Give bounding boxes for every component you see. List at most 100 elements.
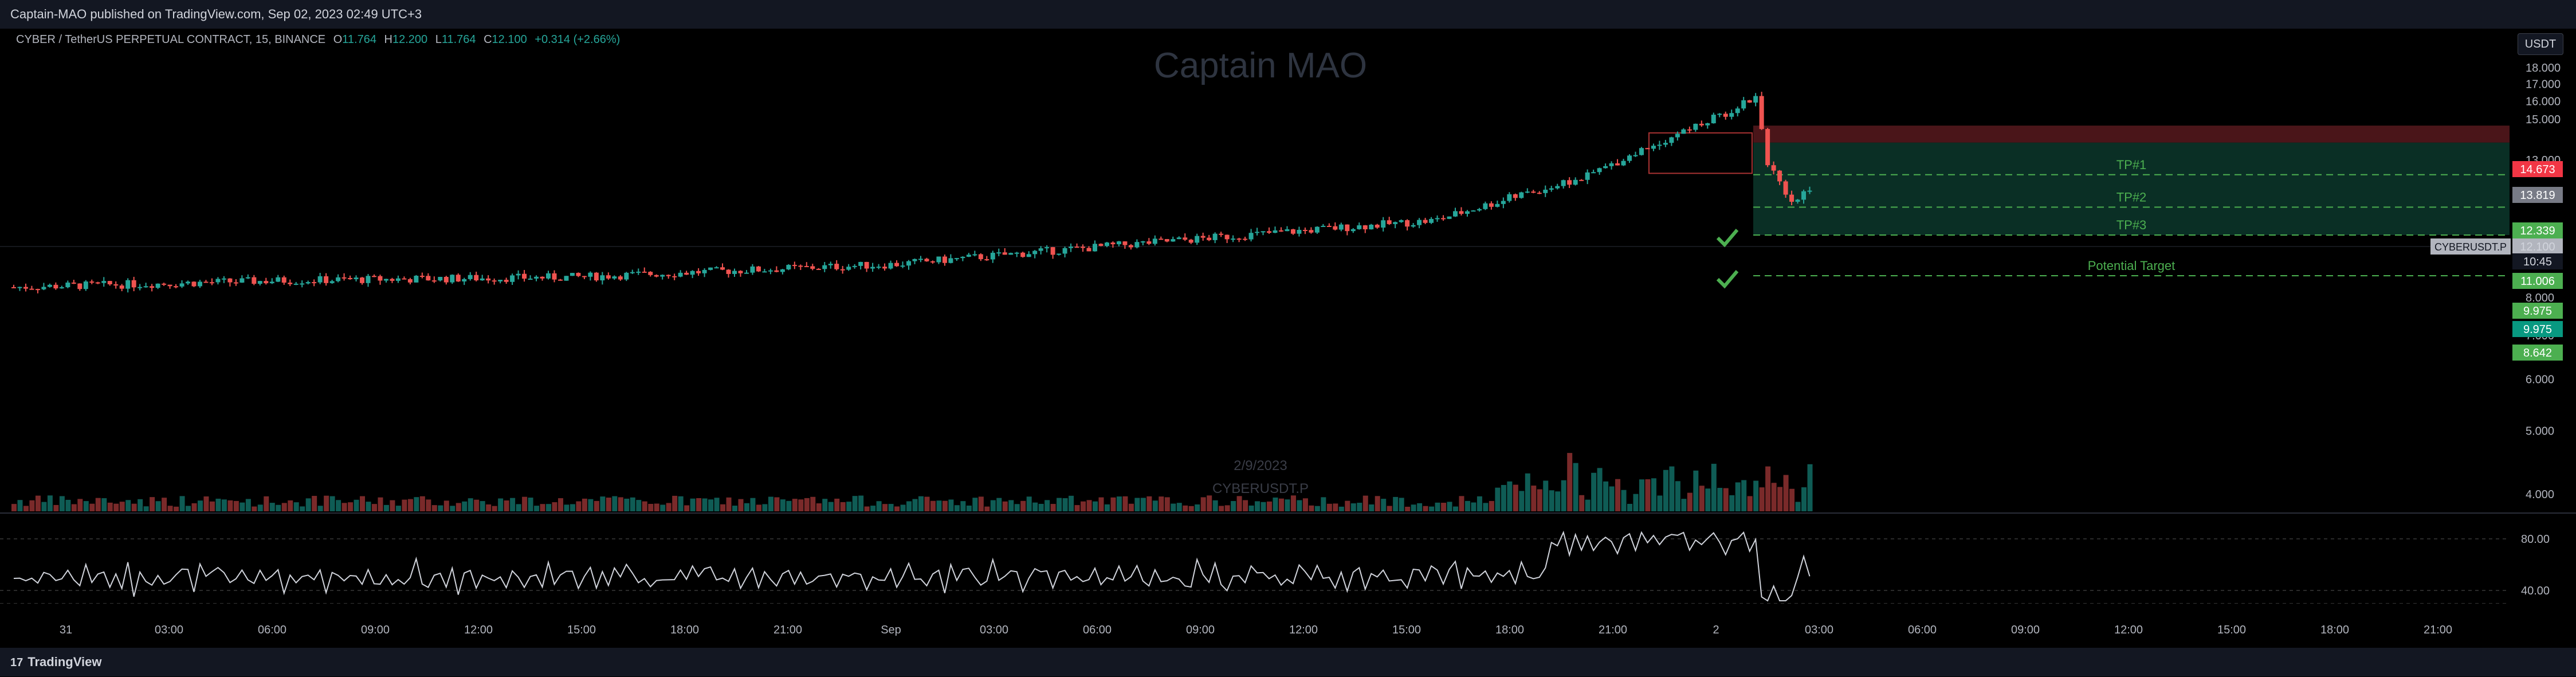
- x-tick-label: 21:00: [773, 624, 802, 636]
- candle-body: [726, 269, 731, 274]
- candle-body: [1561, 180, 1566, 186]
- volume-bar: [954, 505, 960, 511]
- candle-body: [378, 276, 383, 281]
- volume-bar: [1399, 498, 1404, 511]
- volume-bar: [1537, 489, 1542, 511]
- volume-bar: [245, 499, 251, 511]
- volume-bar: [966, 505, 972, 511]
- volume-bar: [654, 503, 659, 511]
- volume-bar: [528, 498, 533, 511]
- price-chart[interactable]: Captain MAO 2/9/2023 CYBERUSDT.P TP#1 TP#…: [0, 29, 2576, 648]
- volume-bar: [1789, 488, 1795, 511]
- candle-body: [546, 273, 551, 279]
- candle-body: [1093, 244, 1097, 252]
- candle-body: [798, 265, 803, 267]
- candle-body: [504, 280, 509, 282]
- candle-body: [162, 283, 167, 285]
- volume-bar: [293, 502, 299, 511]
- candle-body: [1537, 193, 1542, 194]
- price-tag-label: 9.975: [2523, 305, 2552, 318]
- volume-bar: [1525, 473, 1530, 511]
- volume-bar: [419, 496, 425, 511]
- volume-bar: [1795, 502, 1801, 511]
- volume-bar: [924, 496, 930, 511]
- volume-bar: [720, 504, 726, 511]
- volume-bar: [828, 502, 834, 511]
- x-tick-label: 12:00: [1289, 624, 1318, 636]
- volume-bar: [83, 501, 89, 511]
- candle-body: [1309, 230, 1314, 233]
- candle-body: [317, 276, 323, 283]
- volume-bar: [1681, 499, 1687, 511]
- volume-bar: [1663, 469, 1668, 511]
- candle-body: [552, 273, 557, 280]
- currency-button[interactable]: USDT: [2518, 33, 2563, 55]
- candle-body: [876, 267, 881, 268]
- volume-bar: [810, 496, 816, 511]
- candle-body: [534, 276, 539, 279]
- open-value: 11.764: [342, 33, 376, 46]
- candle-body: [1195, 236, 1200, 243]
- rsi-line: [13, 530, 1811, 602]
- candle-body: [1110, 242, 1116, 245]
- volume-bar: [834, 498, 840, 511]
- candle-body: [942, 256, 947, 263]
- candle-body: [1152, 238, 1157, 244]
- candle-body: [1399, 220, 1404, 222]
- candle-body: [618, 276, 623, 280]
- volume-bar: [822, 499, 828, 511]
- volume-bar: [1591, 472, 1597, 511]
- candle-body: [1807, 190, 1812, 192]
- candle-body: [588, 272, 593, 277]
- candle-body: [107, 281, 112, 284]
- volume-bar: [696, 498, 702, 511]
- candle-body: [1765, 129, 1770, 166]
- volume-bar: [804, 498, 810, 511]
- volume-bar: [77, 499, 83, 511]
- candle-body: [834, 264, 839, 269]
- candle-body: [1369, 224, 1374, 230]
- candle-body: [528, 278, 533, 280]
- volume-bar: [438, 505, 443, 511]
- candle-body: [312, 282, 317, 284]
- candle-body: [1741, 100, 1746, 109]
- volume-bar: [1152, 500, 1158, 511]
- volume-bar: [450, 506, 455, 511]
- volume-bar: [1134, 498, 1140, 511]
- volume-bar: [1603, 481, 1609, 511]
- candle-body: [1495, 204, 1500, 207]
- volume-bar: [1639, 479, 1644, 511]
- tradingview-logo[interactable]: 17 TradingView: [10, 648, 101, 677]
- volume-bar: [1735, 482, 1741, 511]
- candle-body: [252, 277, 257, 284]
- candle-body: [1693, 123, 1698, 130]
- volume-bar: [1207, 495, 1212, 511]
- candle-body: [1735, 108, 1740, 114]
- candle-body: [1591, 172, 1596, 174]
- candle-body: [606, 275, 611, 279]
- candle-body: [354, 277, 359, 280]
- volume-bar: [1717, 488, 1723, 511]
- candle-body: [498, 280, 503, 281]
- price-tag: [2512, 321, 2563, 337]
- x-tick-label: 21:00: [2424, 624, 2452, 636]
- candle-body: [1459, 211, 1464, 214]
- candle-body: [1633, 155, 1638, 156]
- candle-body: [209, 282, 214, 284]
- volume-bar: [1074, 505, 1080, 511]
- volume-bar: [1579, 495, 1585, 511]
- candle-body: [119, 285, 124, 289]
- candle-body: [1297, 230, 1302, 234]
- volume-bar: [780, 499, 786, 511]
- close-label: C: [484, 33, 492, 46]
- volume-bar: [462, 501, 468, 511]
- volume-bar: [996, 498, 1002, 511]
- candle-body: [1675, 134, 1680, 138]
- candle-body: [269, 281, 274, 284]
- volume-bar: [1309, 505, 1314, 511]
- candle-body: [636, 271, 641, 273]
- volume-bar: [1164, 497, 1170, 511]
- volume-bar: [1008, 500, 1014, 511]
- candle-body: [1171, 239, 1176, 242]
- candle-body: [257, 281, 262, 284]
